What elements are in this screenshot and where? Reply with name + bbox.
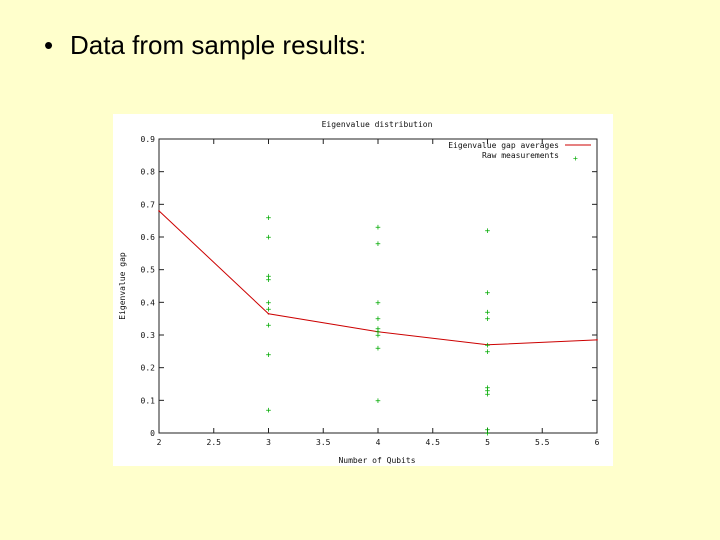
x-tick-label: 2: [157, 438, 162, 447]
chart-legend: Eigenvalue gap averages Raw measurements…: [448, 141, 591, 163]
raw-measurement-point: +: [266, 321, 272, 331]
series-layer: +++++++++++++++++++++++++++++: [158, 210, 598, 439]
eigenvalue-chart: Eigenvalue distribution Number of Qubits…: [113, 114, 613, 466]
legend-label-averages: Eigenvalue gap averages: [448, 141, 559, 150]
bullet-icon: •: [44, 30, 54, 60]
raw-measurement-point: +: [485, 315, 491, 325]
raw-measurement-point: +: [266, 213, 272, 223]
averages-point: [158, 210, 160, 212]
raw-measurement-point: +: [266, 406, 272, 416]
y-tick-label: 0.3: [141, 331, 156, 340]
chart-svg: Eigenvalue distribution Number of Qubits…: [118, 120, 600, 465]
raw-measurement-point: +: [266, 272, 272, 282]
raw-measurement-point: +: [375, 240, 381, 250]
raw-measurement-point: +: [375, 298, 381, 308]
raw-measurement-point: +: [485, 347, 491, 357]
raw-measurement-point: +: [375, 315, 381, 325]
raw-measurement-point: +: [375, 396, 381, 406]
averages-point: [267, 312, 270, 315]
raw-measurement-point: +: [485, 308, 491, 318]
x-tick-label: 5.5: [535, 438, 550, 447]
y-tick-label: 0.4: [141, 298, 156, 307]
y-tick-label: 0.7: [141, 200, 156, 209]
legend-swatch-raw: +: [573, 154, 578, 163]
y-tick-label: 0.5: [141, 266, 156, 275]
axis-ticks: 2 2.5 3 3.5 4 4.5 5 5.5 6 0 0.1 0.2 0.3 0.4 0.5 0.6 0.7 0…: [141, 135, 600, 447]
y-tick-label: 0.2: [141, 364, 156, 373]
averages-point: [377, 330, 379, 333]
raw-measurement-point: +: [485, 429, 491, 439]
raw-measurement-point: +: [375, 324, 381, 334]
x-tick-label: 4.5: [426, 438, 441, 447]
y-tick-label: 0.6: [141, 233, 156, 242]
slide-heading: Data from sample results:: [70, 30, 367, 60]
raw-measurement-point: +: [485, 387, 491, 397]
slide-bullet: • Data from sample results:: [44, 30, 366, 61]
raw-measurement-point: +: [375, 223, 381, 233]
legend-label-raw: Raw measurements: [482, 151, 559, 160]
x-tick-label: 3.5: [316, 438, 331, 447]
raw-measurement-point: +: [485, 426, 491, 436]
x-tick-label: 6: [595, 438, 600, 447]
x-tick-label: 3: [266, 438, 271, 447]
y-tick-label: 0.8: [141, 168, 156, 177]
raw-measurement-point: +: [266, 351, 272, 361]
raw-measurement-point: +: [485, 289, 491, 299]
raw-measurement-point: +: [485, 383, 491, 393]
averages-point: [486, 344, 489, 346]
raw-measurement-point: +: [485, 341, 491, 351]
x-tick-label: 5: [485, 438, 490, 447]
raw-measurement-point: +: [266, 298, 272, 308]
x-tick-label: 2.5: [207, 438, 222, 447]
raw-measurement-point: +: [375, 331, 381, 341]
y-axis-label: Eigenvalue gap: [118, 252, 127, 320]
raw-measurement-point: +: [375, 344, 381, 354]
x-axis-label: Number of Qubits: [338, 456, 415, 465]
y-tick-label: 0: [150, 429, 155, 438]
y-tick-label: 0.9: [141, 135, 156, 144]
plot-border: [158, 138, 598, 434]
raw-measurement-point: +: [485, 390, 491, 400]
raw-measurement-point: +: [375, 328, 381, 338]
raw-measurement-point: +: [266, 233, 272, 243]
y-tick-label: 0.1: [141, 396, 156, 405]
chart-title: Eigenvalue distribution: [322, 120, 433, 129]
averages-point: [596, 339, 598, 341]
raw-measurement-point: +: [485, 226, 491, 236]
x-tick-label: 4: [376, 438, 381, 447]
raw-measurement-point: +: [266, 305, 272, 315]
raw-measurement-point: +: [266, 275, 272, 285]
